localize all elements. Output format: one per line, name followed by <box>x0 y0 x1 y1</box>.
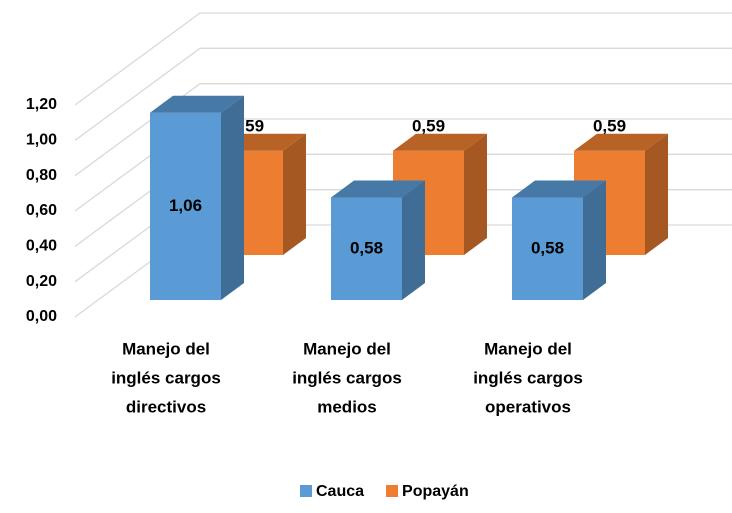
data-label: 0,58 <box>350 238 383 257</box>
y-tick-label: 1,20 <box>26 96 57 113</box>
data-label: 1,06 <box>169 196 202 215</box>
y-tick-label: 0,00 <box>26 308 57 325</box>
x-tick-label: operativos <box>485 397 571 416</box>
x-tick-label: inglés cargos <box>473 368 583 387</box>
bar-top <box>331 180 425 198</box>
bar <box>150 95 244 300</box>
bar-top <box>150 95 244 113</box>
bar-front <box>150 112 221 300</box>
y-tick-label: 1,00 <box>26 132 57 149</box>
y-tick-label: 0,60 <box>26 202 57 219</box>
x-tick-label: medios <box>317 397 377 416</box>
y-tick-label: 0,80 <box>26 167 57 184</box>
legend-swatch <box>386 485 399 497</box>
bar-top <box>512 180 606 198</box>
data-label: 0,58 <box>531 238 564 257</box>
bar <box>512 180 606 300</box>
x-tick-label: Manejo del <box>122 339 210 358</box>
bar-side <box>402 180 425 300</box>
y-tick-label: 0,20 <box>26 273 57 290</box>
data-label: 0,59 <box>412 116 445 135</box>
grid-line <box>74 83 732 177</box>
grid-line <box>74 12 732 106</box>
bar-top <box>393 133 487 151</box>
x-tick-label: inglés cargos <box>111 368 221 387</box>
bar-side <box>464 133 487 255</box>
bar-front <box>512 197 583 300</box>
y-tick-label: 0,40 <box>26 238 57 255</box>
bar-side <box>221 95 244 300</box>
bar-side <box>283 133 306 255</box>
legend-swatch <box>300 485 312 497</box>
x-tick-label: directivos <box>126 397 206 416</box>
x-tick-label: Manejo del <box>484 339 572 358</box>
bar-side <box>645 133 668 255</box>
grid-line <box>74 47 732 141</box>
x-tick-label: Manejo del <box>303 339 391 358</box>
bar-front <box>331 197 402 300</box>
data-label: 0,59 <box>593 116 626 135</box>
bar <box>331 180 425 300</box>
bar-top <box>574 133 668 151</box>
bar-side <box>583 180 606 300</box>
x-tick-label: inglés cargos <box>292 368 402 387</box>
legend-label: Popayán <box>402 483 469 500</box>
legend-label: Cauca <box>316 483 364 500</box>
